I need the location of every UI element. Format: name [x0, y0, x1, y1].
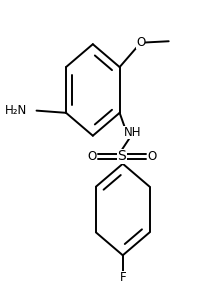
Text: O: O: [87, 150, 96, 163]
Text: O: O: [147, 150, 156, 163]
Text: NH: NH: [123, 126, 141, 139]
Text: S: S: [117, 149, 126, 163]
Text: F: F: [119, 271, 126, 284]
Text: O: O: [136, 36, 145, 49]
Text: H₂N: H₂N: [5, 104, 27, 117]
